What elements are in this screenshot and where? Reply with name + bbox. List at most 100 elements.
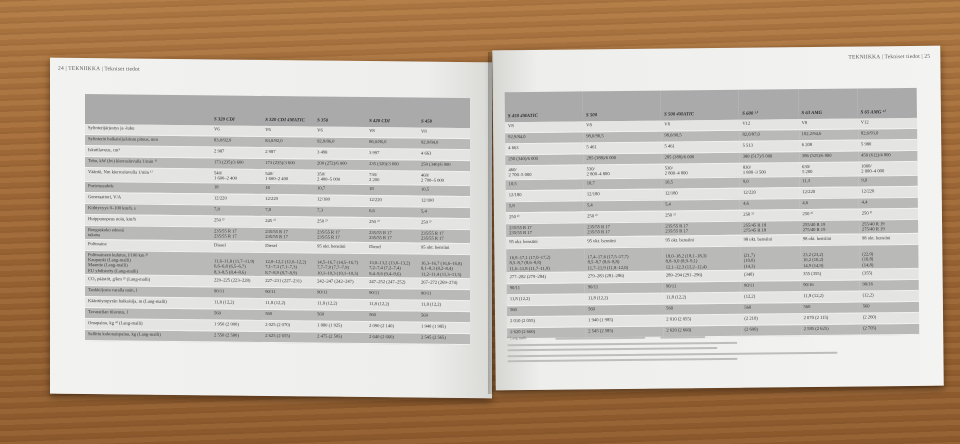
table-cell: 250 ²⁾: [662, 210, 741, 222]
table-cell: 4 663: [418, 149, 470, 161]
column-header: S 450 4MATIC: [504, 91, 584, 123]
table-cell: 13,0–13,2 (13,0–13,2) 7,2–7,4 (7,2–7,4) 9,…: [366, 253, 418, 279]
column-header: [85, 94, 211, 126]
table-cell: 235/55 R 17 235/55 R 17: [262, 227, 315, 242]
column-header: S 320 CDI 4MATIC: [262, 95, 315, 127]
row-label: Polttoaineen kulutus, l/100 km ³⁾ Kaupunk…: [85, 250, 211, 277]
table-header-row: S 450 4MATIC S 500 S 500 4MATIC S 600 ¹⁾ S 6…: [504, 87, 917, 123]
table-cell: 10,5: [418, 184, 470, 197]
table-cell: 250 ²⁾: [584, 210, 663, 223]
table-cell: 12/180: [661, 188, 741, 200]
table-cell: 2 090 (2 140): [366, 321, 418, 334]
table-cell: 90/11: [584, 282, 664, 295]
table-cell: 235/55 R 17 235/55 R 17: [314, 227, 367, 243]
table-cell: 92,9/84,0: [418, 138, 470, 150]
table-cell: 4 663: [505, 142, 584, 155]
table-cell: 12/180: [314, 194, 367, 207]
table-cell: 12/220: [858, 186, 918, 198]
table-cell: 2 585 (2 625): [800, 324, 861, 336]
table-cell: 23,2 (23,2) 10,2 (10,2) 14,9 (14,9): [799, 244, 860, 270]
table-cell: 5,4: [583, 199, 663, 212]
table-cell: V6: [314, 126, 367, 138]
table-cell: 279–283 (281–286): [584, 271, 663, 284]
column-header: S 500: [582, 90, 662, 122]
table-cell: (21,7) (10,0) (14,3): [740, 245, 801, 271]
column-header: S 450: [418, 97, 470, 129]
table-cell: 235/55 R 17 235/55 R 17: [366, 228, 418, 243]
table-cell: 92,9/84,0: [505, 131, 584, 144]
table-cell: 11,8 (12,2): [314, 299, 367, 311]
table-cell: 235/55 R 17 235/55 R 17: [584, 221, 663, 237]
table-cell: 245 ²⁾: [262, 216, 315, 228]
table-cell: 530/2 800–4 800: [583, 164, 662, 179]
footnote-text-line: [507, 357, 738, 363]
table-cell: Diesel: [262, 241, 315, 253]
table-cell: 12/180: [583, 188, 663, 201]
column-header: S 420 CDI: [366, 96, 418, 128]
table-cell: 2 987: [262, 147, 315, 159]
table-cell: 730/2 200: [366, 170, 418, 185]
table-cell: 250 ²⁾: [740, 209, 800, 222]
table-cell: 250 ²⁾: [366, 217, 418, 229]
table-cell: 12,0–12,2 (12,0–12,2) 7,1–7,3 (7,1–7,3) 8,…: [262, 252, 315, 278]
footnote-text-line: [507, 351, 838, 358]
table-cell: 560: [418, 311, 470, 323]
column-header: S 65 AMG ¹⁾: [857, 87, 917, 119]
table-cell: 830/1 800–3 500: [739, 162, 800, 178]
left-spec-table: S 320 CDI S 320 CDI 4MATIC S 350 S 420 CDI S…: [85, 94, 470, 345]
table-cell: 98 okt. bensiini: [799, 233, 860, 246]
table-cell: 250 ²⁾: [505, 211, 585, 224]
table-cell: 5 980: [857, 139, 918, 152]
table-cell: 90/11: [740, 280, 801, 293]
table-cell: 10,7: [583, 177, 662, 190]
table-cell: (12,2): [859, 290, 919, 303]
table-cell: 12/220: [799, 186, 859, 199]
table-cell: 9,0: [858, 175, 918, 187]
table-cell: V8: [366, 126, 418, 139]
right-spec-table: S 450 4MATIC S 500 S 500 4MATIC S 600 ¹⁾ S 6…: [504, 87, 920, 340]
table-cell: 11,8 (12,2): [584, 293, 664, 306]
table-cell: 95 okt. bensiini: [584, 235, 663, 248]
table-cell: 11,8 (12,2): [211, 298, 263, 310]
table-cell: 267–272 (269–274): [418, 278, 470, 290]
table-cell: 10,7: [314, 183, 367, 196]
footnote: ¹⁾ Lang-malli.: [507, 336, 528, 341]
table-cell: 90/11: [366, 288, 418, 301]
column-header: S 500 4MATIC: [660, 89, 740, 121]
table-cell: 350/2 400–5 000: [314, 169, 367, 185]
table-cell: 11,8 (12,2): [800, 291, 860, 303]
table-cell: 285 (388)/6 000: [661, 152, 740, 165]
table-cell: 460/2 700–5 000: [418, 171, 470, 186]
table-cell: 2 475 (2 505): [314, 332, 367, 344]
table-cell: 1 880 (1 925): [314, 321, 367, 333]
table-cell: 386 (525)/6 800: [798, 151, 859, 163]
column-header: S 600 ¹⁾: [738, 89, 799, 120]
left-page: 24 | TEKNIIKKA | Tekniset tiedot S 320 C…: [50, 57, 492, 399]
table-cell: 2 010 (2 055): [507, 316, 586, 328]
table-cell: (2 260): [859, 312, 920, 325]
table-cell: 83,0/92,0: [262, 136, 315, 148]
table-cell: 560: [663, 303, 742, 316]
table-cell: 255/40 R 19 275/40 R 19: [799, 219, 859, 235]
table-cell: 4,4: [858, 197, 918, 209]
table-cell: 90/11: [314, 288, 367, 300]
table-cell: 560: [314, 310, 367, 322]
table-cell: 14,5–16,7 (14,5–16,7) 7,7–7,9 (7,7–7,9) 10…: [314, 252, 367, 278]
table-cell: 5 461: [661, 141, 740, 154]
table-cell: 12/220: [366, 195, 418, 207]
right-page: TEKNIIKKA | Tekniset tiedot | 25 S 450 4…: [492, 45, 944, 391]
table-cell: 95 okt. bensiini: [506, 236, 585, 249]
table-cell: 173 (235)/3 600: [262, 158, 315, 170]
table-cell: 11,8 (12,2): [663, 292, 742, 305]
table-cell: V12: [739, 119, 799, 131]
table-cell: 560: [506, 305, 586, 317]
table-cell: 98 okt. bensiini: [740, 234, 800, 246]
table-cell: 3 997: [366, 148, 418, 161]
table-cell: 98 okt. bensiini: [858, 233, 919, 245]
table-cell: Diesel: [366, 242, 418, 254]
table-cell: 12/180: [505, 189, 584, 202]
table-cell: 90/11: [211, 287, 263, 299]
table-cell: 355 (355): [800, 269, 860, 281]
table-cell: 2 625 (2 655): [262, 331, 315, 344]
table-cell: 3 498: [314, 147, 367, 160]
